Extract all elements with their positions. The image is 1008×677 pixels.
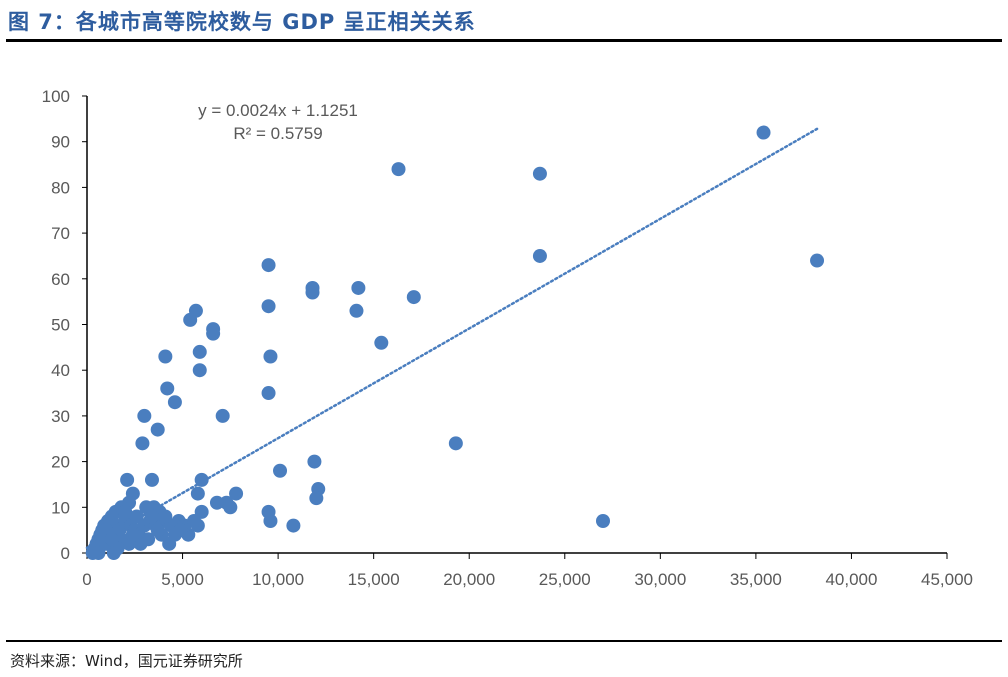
data-point <box>273 463 288 478</box>
data-point <box>192 363 207 378</box>
data-point <box>349 303 364 318</box>
x-tick-label: 20,000 <box>443 570 495 589</box>
data-point <box>532 248 547 263</box>
data-point <box>160 381 175 396</box>
trendline-layer <box>85 127 819 550</box>
data-point <box>158 509 173 524</box>
data-point <box>144 472 159 487</box>
x-tick-label: 25,000 <box>539 570 591 589</box>
data-point <box>125 527 140 542</box>
data-point <box>810 253 825 268</box>
trendline <box>85 127 819 550</box>
scatter-chart: 0 10 20 30 40 50 60 70 80 90 100 0 5,000 10,000 15,000… <box>42 87 973 589</box>
data-point <box>351 280 366 295</box>
data-point <box>305 285 320 300</box>
x-tick-label: 40,000 <box>825 570 877 589</box>
data-points <box>85 125 825 560</box>
data-point <box>307 454 322 469</box>
data-point <box>448 436 463 451</box>
y-tick-label: 60 <box>51 270 70 289</box>
data-point <box>104 532 119 547</box>
y-tick-label: 30 <box>51 407 70 426</box>
data-point <box>144 509 159 524</box>
y-tick-label: 100 <box>42 87 70 106</box>
data-point <box>391 162 406 177</box>
data-point <box>209 495 224 510</box>
y-tick-label: 50 <box>51 316 70 335</box>
data-point <box>532 166 547 181</box>
data-point <box>374 335 389 350</box>
x-tick-label: 10,000 <box>252 570 304 589</box>
data-point <box>261 258 276 273</box>
x-tick-label: 5,000 <box>161 570 204 589</box>
data-point <box>150 523 165 538</box>
trendline-equation: y = 0.0024x + 1.1251 <box>198 101 358 120</box>
x-tick-label: 15,000 <box>348 570 400 589</box>
figure-title: 图 7：各城市高等院校数与 GDP 呈正相关关系 <box>8 10 476 34</box>
data-point <box>229 486 244 501</box>
data-point <box>190 486 205 501</box>
axes: 0 10 20 30 40 50 60 70 80 90 100 0 5,000 10,000 15,000… <box>42 87 973 589</box>
data-point <box>261 386 276 401</box>
title-divider <box>6 39 1002 42</box>
data-point <box>206 326 221 341</box>
data-point <box>135 436 150 451</box>
data-point <box>215 408 230 423</box>
data-point <box>194 472 209 487</box>
data-point <box>167 395 182 410</box>
data-point <box>150 422 165 437</box>
data-point <box>187 514 202 529</box>
y-tick-label: 90 <box>51 133 70 152</box>
y-tick-label: 0 <box>61 544 70 563</box>
x-tick-label: 45,000 <box>921 570 973 589</box>
data-point <box>286 518 301 533</box>
data-point <box>406 290 421 305</box>
y-tick-label: 10 <box>51 498 70 517</box>
data-point <box>263 514 278 529</box>
footer-divider <box>6 640 1002 642</box>
data-point <box>137 408 152 423</box>
data-point <box>596 514 610 529</box>
x-tick-label: 30,000 <box>634 570 686 589</box>
data-point <box>223 500 238 515</box>
data-point <box>263 349 278 364</box>
y-tick-label: 20 <box>51 453 70 472</box>
data-point <box>309 491 324 506</box>
data-point <box>192 344 207 359</box>
trendline-r-squared: R² = 0.5759 <box>233 124 322 143</box>
data-point <box>183 312 198 327</box>
source-note: 资料来源：Wind，国元证券研究所 <box>10 652 243 670</box>
x-tick-label: 0 <box>82 570 91 589</box>
data-point <box>756 125 771 140</box>
data-point <box>120 472 135 487</box>
data-point <box>173 523 188 538</box>
data-point <box>158 349 173 364</box>
y-tick-label: 70 <box>51 224 70 243</box>
data-point <box>129 509 144 524</box>
data-point <box>261 299 276 314</box>
x-tick-label: 35,000 <box>730 570 782 589</box>
y-tick-label: 80 <box>51 178 70 197</box>
y-tick-label: 40 <box>51 361 70 380</box>
data-point <box>118 504 133 519</box>
